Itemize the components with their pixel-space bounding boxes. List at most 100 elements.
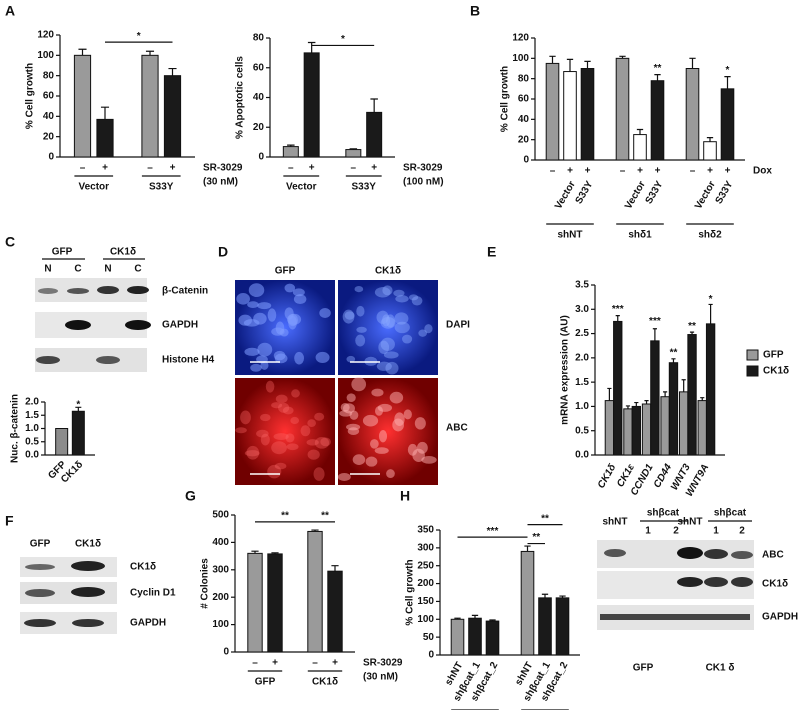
group-label: CK1 δ — [706, 663, 735, 674]
blot-strip — [597, 571, 754, 599]
cell — [271, 402, 283, 409]
bar — [345, 149, 362, 158]
cell — [337, 472, 351, 481]
y-tick-label: 2.5 — [575, 328, 589, 339]
cell — [291, 389, 300, 398]
cell — [365, 456, 378, 467]
cell — [389, 391, 404, 404]
x-tick-label: + — [637, 166, 643, 177]
cell — [378, 430, 388, 443]
band — [71, 587, 105, 597]
y-tick-label: 400 — [212, 537, 229, 548]
y-tick-label: 40 — [43, 111, 55, 122]
bar — [545, 62, 560, 161]
error-bar — [311, 529, 319, 532]
cell — [403, 409, 412, 420]
row-label: ABC — [762, 550, 784, 561]
cell — [267, 308, 277, 322]
group-label: shNT — [558, 230, 583, 241]
y-tick-label: 0 — [258, 152, 264, 163]
group-label: shδ1 — [628, 230, 652, 241]
treatment-label: (100 nM) — [403, 177, 444, 188]
y-tick-label: 0.0 — [25, 450, 39, 461]
cell — [271, 441, 287, 455]
cell — [349, 410, 359, 420]
error-bar — [689, 331, 695, 335]
bar — [555, 597, 570, 656]
cell — [273, 433, 289, 440]
legend-swatch — [746, 365, 759, 377]
cell — [314, 412, 325, 421]
row-label: GAPDH — [762, 612, 798, 623]
bar — [703, 141, 717, 161]
band — [677, 547, 703, 559]
error-bar — [689, 57, 696, 69]
cell — [394, 321, 410, 334]
error-bar — [287, 144, 295, 147]
error-bar — [559, 595, 566, 598]
bar — [366, 111, 383, 158]
error-bar — [307, 41, 316, 53]
y-axis-label: % Cell growth — [500, 66, 511, 132]
y-tick-label: 0 — [523, 155, 529, 166]
x-tick-label: + — [371, 163, 377, 174]
band — [600, 614, 750, 620]
y-tick-label: 1.0 — [25, 423, 39, 434]
error-bar — [708, 303, 713, 324]
panel-letter: D — [218, 244, 228, 260]
x-tick-label: + — [655, 166, 661, 177]
x-sublabel: S33Y — [714, 179, 736, 206]
cell — [275, 394, 288, 404]
y-axis-label: % Cell growth — [25, 63, 36, 129]
cell — [346, 355, 356, 363]
y-tick-label: 150 — [417, 596, 434, 607]
error-bar — [724, 76, 731, 89]
x-tick-label: + — [102, 163, 108, 174]
y-axis-label: # Colonies — [200, 558, 211, 609]
cell — [257, 342, 273, 357]
y-tick-label: 40 — [518, 114, 530, 125]
cell — [282, 406, 294, 415]
cell — [293, 294, 307, 305]
cell — [402, 334, 413, 344]
row-label: ABC — [446, 423, 468, 434]
micrograph — [338, 280, 438, 375]
y-axis-label: % Apoptotic cells — [235, 56, 246, 139]
band — [677, 577, 703, 587]
bar — [697, 400, 707, 456]
cell — [356, 326, 367, 333]
error-bar — [100, 106, 110, 120]
annotation: ** — [654, 63, 662, 74]
annotation: * — [341, 34, 345, 45]
cell — [256, 429, 269, 438]
cell — [356, 305, 365, 317]
cell — [307, 419, 316, 427]
y-axis-label: mRNA expression (AU) — [560, 315, 571, 425]
y-tick-label: 3.0 — [575, 304, 589, 315]
cell — [395, 295, 409, 303]
bar — [307, 530, 323, 653]
cell — [319, 307, 331, 318]
group-label: GFP — [633, 663, 654, 674]
band — [67, 288, 89, 294]
error-bar — [566, 58, 574, 72]
bar — [71, 410, 85, 456]
error-bar — [489, 619, 496, 622]
bar — [720, 88, 735, 161]
x-tick-label: + — [585, 166, 591, 177]
group-label: Vector — [78, 182, 109, 193]
cell — [374, 447, 389, 454]
x-tick-label: – — [147, 163, 153, 174]
treatment-label: Dox — [753, 166, 772, 177]
cell — [385, 314, 395, 328]
x-tick-label: + — [309, 163, 315, 174]
bar — [679, 391, 689, 456]
y-tick-label: 40 — [253, 92, 265, 103]
y-tick-label: 200 — [212, 592, 229, 603]
x-tick-label: + — [170, 163, 176, 174]
cell — [352, 454, 366, 465]
cell — [382, 314, 391, 327]
y-tick-label: 1.5 — [25, 410, 39, 421]
x-sublabel: Vector — [693, 179, 718, 211]
